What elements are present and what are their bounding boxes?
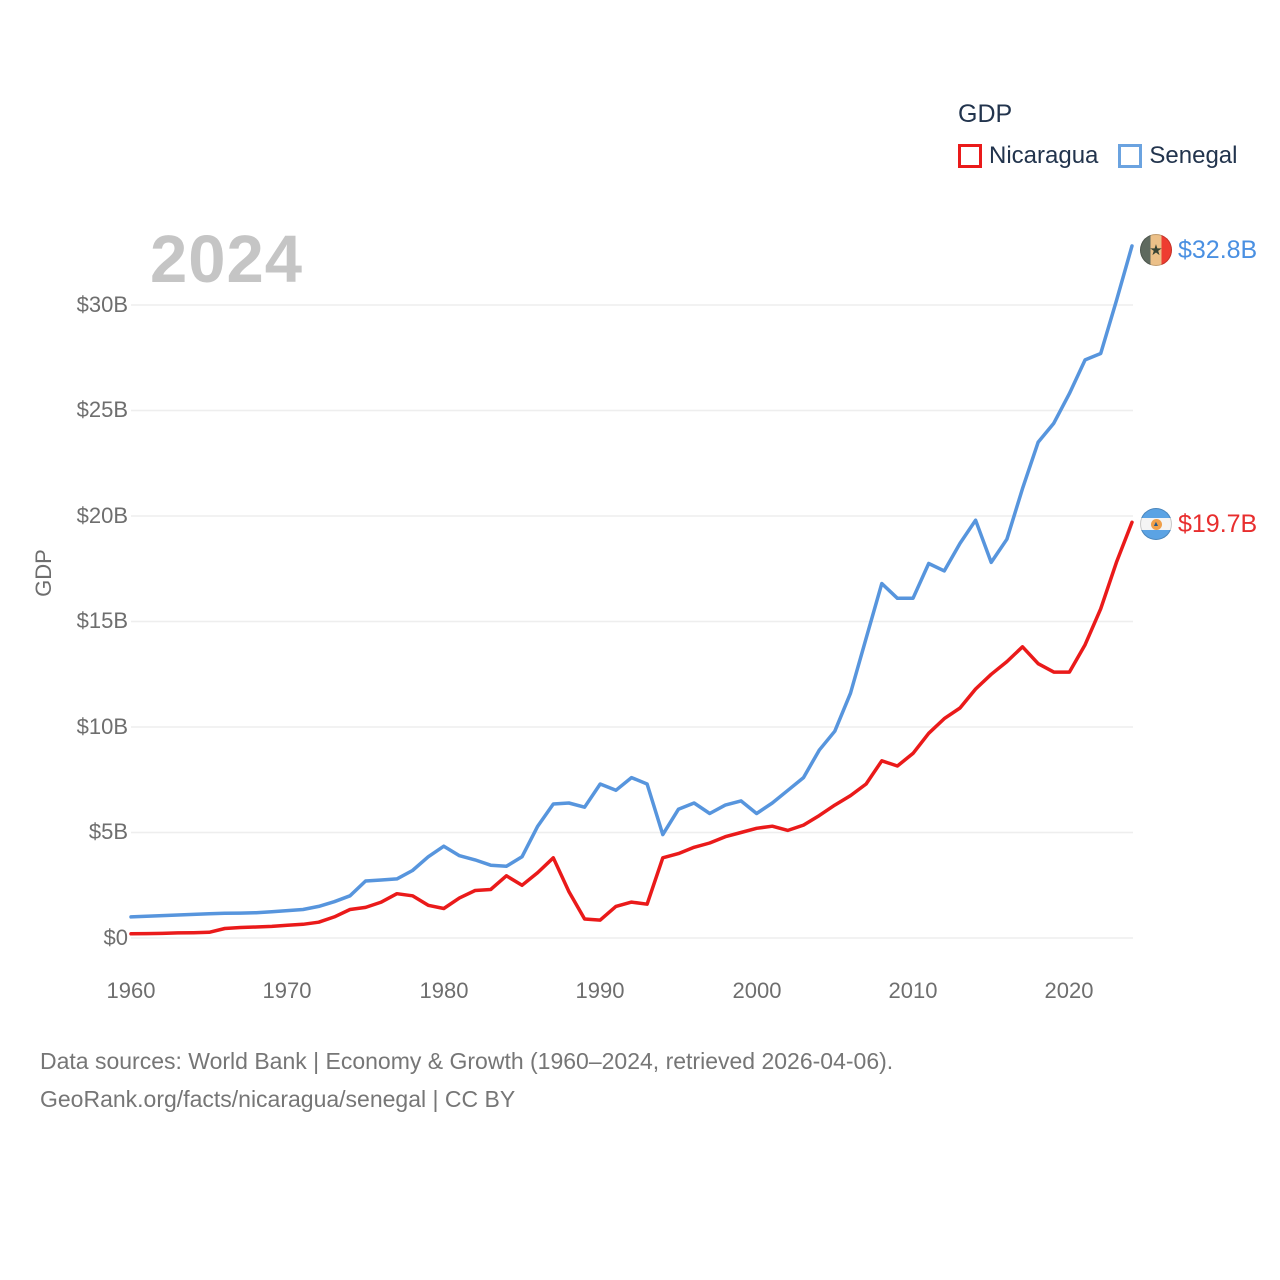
legend-item-label: Nicaragua — [989, 142, 1099, 169]
y-tick-label: $0 — [103, 925, 128, 950]
y-tick-label: $15B — [76, 608, 128, 633]
nicaragua-flag-emblem: ▲ — [1150, 518, 1162, 530]
x-tick-label: 2010 — [888, 978, 938, 1003]
legend-title: GDP — [958, 100, 1013, 128]
senegal-flag-star: ★ — [1149, 241, 1163, 259]
gridlines — [131, 304, 1133, 939]
x-tick-label: 1970 — [262, 978, 312, 1003]
legend: GDP Nicaragua Senegal — [958, 100, 1237, 170]
y-axis-title: GDP — [31, 549, 56, 597]
senegal-end-value: $32.8B — [1178, 236, 1258, 264]
x-tick-label: 2000 — [732, 978, 782, 1003]
x-tick-label: 1990 — [575, 978, 625, 1003]
x-tick-label: 1960 — [106, 978, 156, 1003]
legend-item-senegal[interactable]: Senegal — [1118, 142, 1237, 170]
legend-item-label: Senegal — [1149, 142, 1238, 169]
y-tick-label: $25B — [76, 397, 128, 422]
nicaragua-flag-icon: ▲ — [1140, 508, 1172, 540]
nicaragua-end-value: $19.7B — [1178, 510, 1258, 538]
senegal-swatch-icon — [1118, 144, 1143, 168]
x-tick-label: 2020 — [1044, 978, 1094, 1003]
year-watermark: 2024 — [150, 222, 304, 297]
legend-item-nicaragua[interactable]: Nicaragua — [958, 142, 1098, 170]
footer: Data sources: World Bank | Economy & Gro… — [40, 1042, 893, 1118]
y-tick-label: $10B — [76, 714, 128, 739]
senegal-line — [129, 244, 1134, 919]
y-tick-label: $5B — [88, 819, 128, 844]
y-tick-label: $20B — [76, 503, 128, 528]
nicaragua-swatch-icon — [958, 144, 982, 168]
nicaragua-line — [129, 520, 1134, 936]
footer-sources-line: Data sources: World Bank | Economy & Gro… — [40, 1048, 894, 1074]
senegal-flag-icon: ★ — [1140, 234, 1172, 266]
footer-attribution-line: GeoRank.org/facts/nicaragua/senegal | CC… — [40, 1086, 516, 1112]
y-tick-label: $30B — [76, 292, 128, 317]
x-tick-label: 1980 — [419, 978, 469, 1003]
legend-items: Nicaragua Senegal — [958, 142, 1237, 170]
